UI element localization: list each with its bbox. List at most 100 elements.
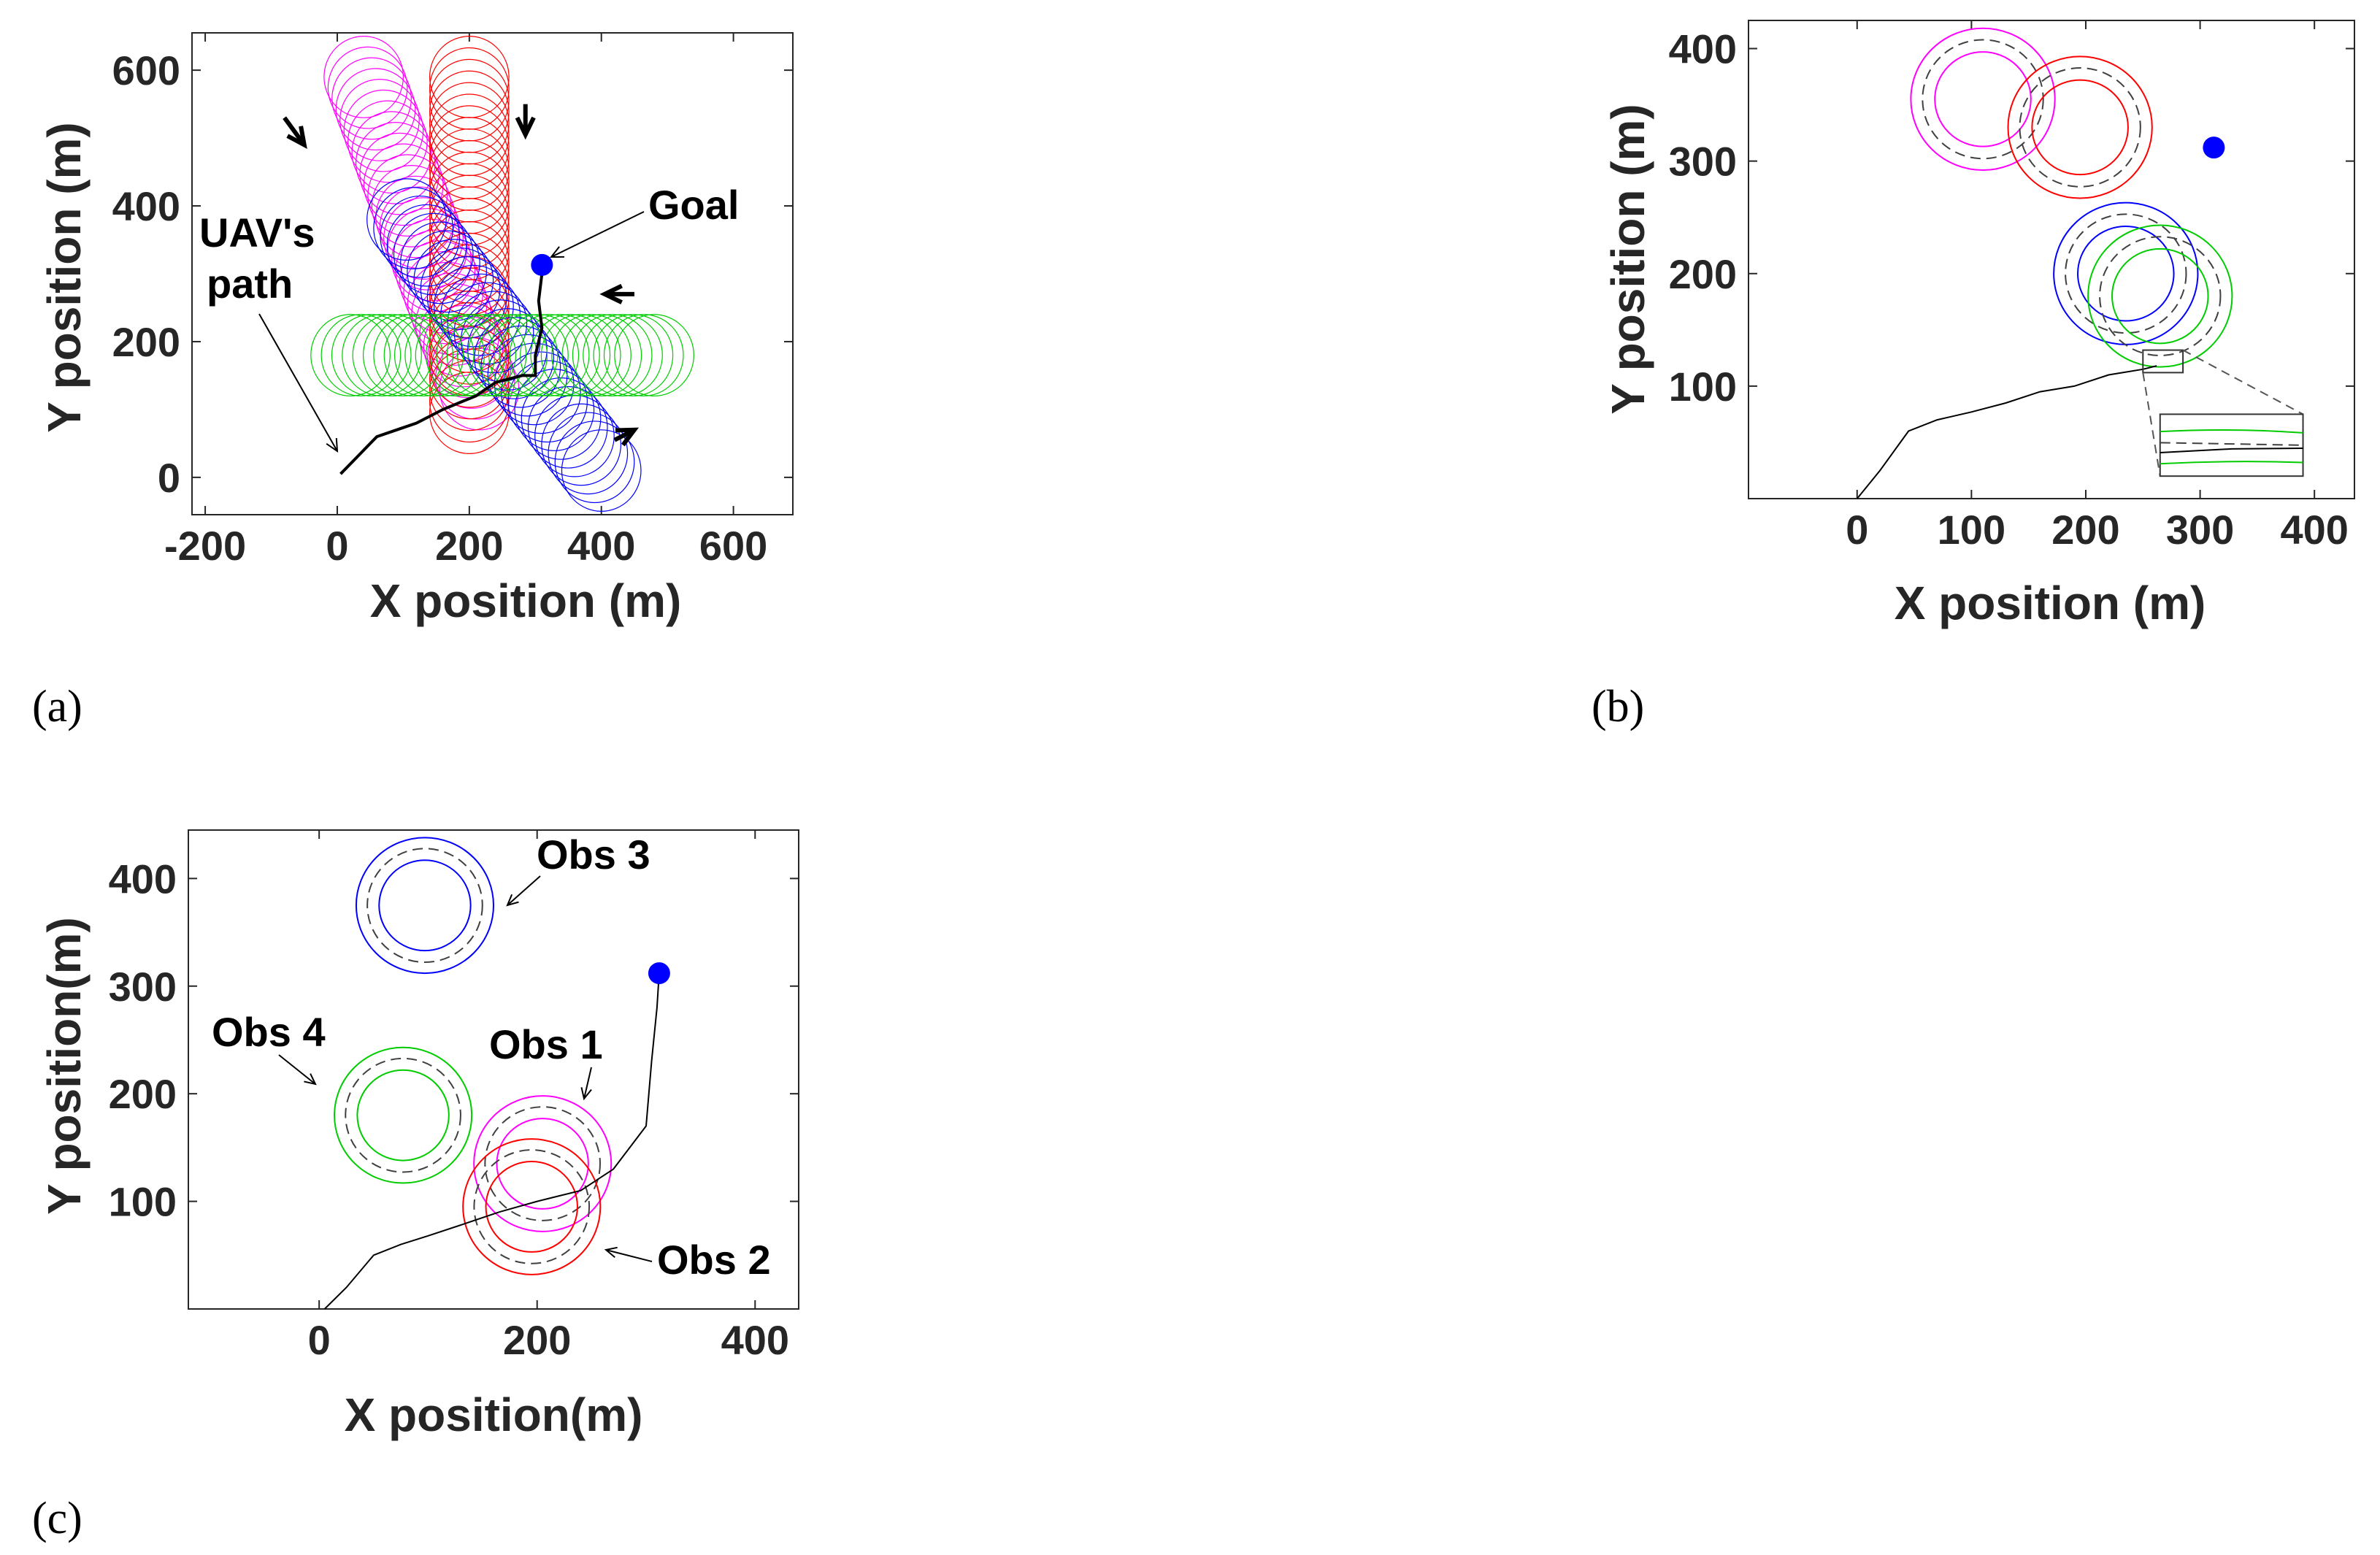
obs3-sweep-circle [527, 385, 608, 469]
x-tick-label: 200 [2051, 507, 2119, 553]
x-tick-label: 400 [2280, 507, 2348, 553]
obs1-sweep-circle [335, 68, 416, 151]
obs4-sweep-circle [583, 314, 663, 396]
obs4-inner-circle [356, 1069, 450, 1162]
obs3-outer-circle [355, 837, 495, 975]
zoom-connector [2182, 349, 2303, 415]
obs4-sweep-circle [520, 314, 600, 396]
obs3-sweep-circle [373, 187, 453, 269]
obs3-sweep-circle [366, 178, 447, 261]
obs4-sweep-circle [352, 314, 433, 396]
obs1-pointer [583, 1067, 592, 1099]
obs1-sweep-circle [367, 154, 448, 237]
y-tick-label: 400 [112, 183, 180, 229]
panel-b-axes-frame [1748, 20, 2355, 499]
obs4-sweep-circle [572, 314, 653, 396]
goal-pointer-head [549, 246, 565, 258]
panel-c-axes-frame [188, 829, 799, 1310]
goal-marker [648, 962, 670, 985]
obs1-sweep-circle [411, 272, 492, 356]
obs1-outer-circle [473, 1095, 613, 1232]
obs4-sweep-circle [342, 314, 422, 396]
motion-arrow [283, 116, 307, 147]
obs3-safety-circle [2065, 213, 2187, 334]
x-tick-label: 0 [326, 523, 348, 569]
obs4-sweep-circle [530, 314, 611, 396]
panel-a-axes-frame [191, 32, 794, 515]
panel-b-xlabel: X position (m) [1895, 577, 2206, 629]
obs3-sweep-circle [548, 412, 629, 495]
x-tick-label: 600 [699, 523, 767, 569]
obs2-pointer-head [604, 1246, 618, 1259]
obs1-sweep-circle [327, 46, 408, 129]
motion-arrow-head [286, 126, 307, 149]
obs2-inner-circle [2031, 79, 2129, 176]
obs3-pointer-head [506, 894, 519, 907]
obs4-label: Obs 4 [212, 1009, 326, 1055]
y-tick-label: 100 [1669, 364, 1737, 410]
obs4-pointer-head [304, 1073, 317, 1086]
y-tick-label: 200 [109, 1071, 177, 1117]
obs2-pointer [605, 1249, 653, 1262]
uav-path-annotation-line1: UAV's [199, 210, 315, 256]
obs4-sweep-circle [477, 314, 558, 396]
obs4-sweep-circle [614, 314, 694, 396]
obs4-sweep-circle [373, 314, 453, 396]
obs4-sweep-circle [320, 314, 402, 396]
uav-path [1857, 365, 2157, 499]
obs2-safety-circle [2019, 67, 2141, 188]
obs1-sweep-circle [399, 240, 480, 323]
obs4-sweep-circle [593, 314, 674, 396]
panel-b-plot-area: 0 100 200 300 400 100 200 300 400 [1669, 20, 2355, 553]
panel-c-ylabel: Y position(m) [38, 917, 91, 1215]
panel-b: 0 100 200 300 400 100 200 300 400 X position (m)… [1592, 20, 2355, 732]
y-tick-label: 0 [158, 455, 180, 501]
x-tick-label: 400 [567, 523, 635, 569]
obs4-safety-circle [2099, 236, 2222, 356]
obs1-outer-circle [1910, 27, 2056, 171]
obs3-sweep-circle [507, 360, 588, 443]
x-tick-label: 100 [1938, 507, 2005, 553]
obs4-sweep-circle [603, 314, 684, 396]
inset-obs4-arc [2160, 461, 2303, 465]
x-tick-label: 200 [435, 523, 503, 569]
obs1-inner-circle [496, 1118, 589, 1210]
panel-c: 0 200 400 100 200 300 400 X position(m) Y posi… [32, 829, 799, 1543]
obs1-sweep-circle [391, 218, 472, 302]
obs3-sweep-circle [426, 256, 507, 339]
zoom-box [2142, 349, 2184, 374]
obs3-sweep-circle [420, 247, 501, 330]
obs2-outer-circle [462, 1138, 602, 1275]
obs1-inner-circle [1934, 51, 2032, 147]
x-tick-label: 300 [2166, 507, 2234, 553]
obs1-sweep-circle [323, 36, 404, 118]
x-tick-label: 0 [1846, 507, 1868, 553]
obs1-sweep-circle [355, 122, 436, 204]
obs3-sweep-circle [480, 325, 561, 408]
obs1-sweep-circle [415, 283, 496, 366]
obs4-pointer [278, 1054, 316, 1085]
obs2-sweep-circle [429, 372, 510, 454]
y-tick-label: 100 [109, 1179, 177, 1225]
obs2-outer-circle [2007, 55, 2153, 199]
y-tick-label: 400 [109, 856, 177, 902]
obs3-inner-circle [2077, 226, 2175, 322]
subfigure-label-b: (b) [1592, 682, 1644, 732]
obs1-sweep-circle [423, 304, 504, 388]
obs1-sweep-circle [363, 143, 444, 226]
goal-marker [531, 253, 553, 276]
panel-a-xlabel: X position (m) [370, 575, 682, 627]
obs4-sweep-circle [551, 314, 632, 396]
obs4-sweep-circle [394, 314, 475, 396]
obs1-safety-circle [1922, 39, 2044, 160]
obs3-sweep-circle [400, 221, 480, 304]
inset-safety-arc [2160, 442, 2303, 446]
obs3-sweep-circle [434, 264, 514, 348]
obs4-sweep-circle [310, 314, 391, 396]
obs1-sweep-circle [339, 79, 420, 161]
uav-path [323, 973, 660, 1310]
y-tick-label: 600 [112, 47, 180, 93]
obs4-sweep-circle [331, 314, 412, 396]
x-tick-label: -200 [164, 523, 246, 569]
